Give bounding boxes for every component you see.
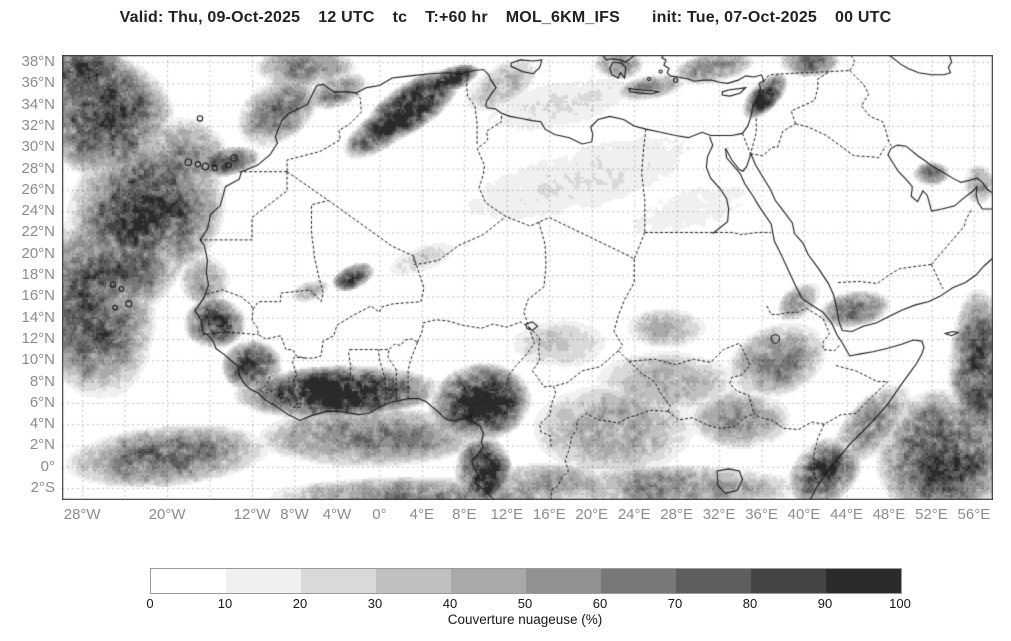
- colorbar-segment: [151, 569, 226, 593]
- cloud-cover-map-canvas: [62, 55, 993, 500]
- lon-tick-label: 36°E: [745, 506, 778, 523]
- lon-tick-label: 48°E: [872, 506, 906, 523]
- lat-tick-label: 24°N: [21, 202, 55, 220]
- colorbar-tick-label: 20: [292, 596, 308, 611]
- lon-tick-label: 52°E: [915, 506, 948, 523]
- colorbar-segment: [826, 569, 901, 593]
- title-segment: Valid: Thu, 09-Oct-2025: [119, 9, 301, 26]
- colorbar-segment: [526, 569, 601, 593]
- title-segment: 12 UTC: [318, 9, 375, 26]
- lat-tick-label: 12°N: [21, 329, 55, 347]
- lat-tick-label: 6°N: [29, 393, 55, 411]
- lon-tick-label: 28°E: [660, 506, 693, 523]
- lat-tick-label: 30°N: [21, 138, 55, 156]
- colorbar-tick-label: 90: [817, 596, 833, 611]
- lon-tick-label: 12°W: [233, 506, 271, 523]
- lat-tick-label: 14°N: [21, 308, 55, 326]
- lat-tick-label: 22°N: [21, 223, 55, 241]
- lat-tick-label: 16°N: [21, 287, 55, 305]
- map-plot-area: [62, 55, 993, 500]
- lon-tick-label: 16°E: [532, 506, 566, 523]
- colorbar-segment: [751, 569, 826, 593]
- lat-tick-label: 18°N: [21, 266, 55, 284]
- title-segment: 00 UTC: [835, 9, 892, 26]
- colorbar-caption: Couverture nuageuse (%): [447, 612, 603, 627]
- colorbar: [150, 568, 902, 594]
- colorbar-tick-label: 40: [442, 596, 458, 611]
- lon-tick-label: 12°E: [490, 506, 524, 523]
- colorbar-tick-label: 10: [217, 596, 233, 611]
- lon-tick-label: 56°E: [957, 506, 991, 523]
- colorbar-segment: [601, 569, 676, 593]
- colorbar-tick-label: 50: [517, 596, 533, 611]
- title-segment: T:+60 hr: [425, 9, 488, 26]
- colorbar-segment: [451, 569, 526, 593]
- colorbar-tick-label: 60: [592, 596, 608, 611]
- title-segment: init: Tue, 07-Oct-2025: [651, 9, 818, 26]
- title-segment: MOL_6KM_IFS: [505, 9, 620, 26]
- lat-tick-label: 10°N: [21, 351, 55, 369]
- lat-tick-label: 32°N: [21, 116, 55, 134]
- colorbar-tick-label: 70: [667, 596, 683, 611]
- colorbar-tick-label: 0: [146, 596, 154, 611]
- lat-tick-label: 0°: [40, 457, 55, 475]
- lon-tick-label: 28°W: [63, 506, 101, 523]
- lon-tick-label: 44°E: [830, 506, 863, 523]
- lat-tick-label: 26°N: [21, 180, 55, 198]
- colorbar-tick-label: 30: [367, 596, 383, 611]
- colorbar-segment: [226, 569, 301, 593]
- title-segment: tc: [392, 9, 408, 26]
- lon-tick-label: 8°W: [280, 506, 309, 523]
- lon-tick-label: 0°: [372, 506, 387, 523]
- lon-tick-label: 24°E: [617, 506, 651, 523]
- lon-tick-label: 40°E: [787, 506, 821, 523]
- lat-tick-label: 38°N: [21, 53, 55, 71]
- lon-tick-label: 20°E: [575, 506, 609, 523]
- lon-tick-label: 20°W: [148, 506, 186, 523]
- lon-tick-label: 32°E: [702, 506, 736, 523]
- lat-tick-label: 4°N: [29, 415, 55, 433]
- lon-tick-label: 8°E: [452, 506, 477, 523]
- lat-tick-label: 34°N: [21, 95, 55, 113]
- lat-tick-label: 2°N: [29, 436, 55, 454]
- colorbar-tick-label: 80: [742, 596, 758, 611]
- colorbar-segment: [301, 569, 376, 593]
- colorbar-segment: [376, 569, 451, 593]
- lon-tick-label: 4°W: [322, 506, 352, 523]
- lon-tick-label: 4°E: [409, 506, 435, 523]
- lat-tick-label: 20°N: [21, 244, 55, 262]
- lat-tick-label: 28°N: [21, 159, 55, 177]
- lat-tick-label: 8°N: [29, 372, 55, 390]
- lat-tick-label: 2°S: [30, 479, 55, 497]
- colorbar-tick-label: 100: [889, 596, 911, 611]
- lat-tick-label: 36°N: [21, 74, 55, 92]
- page-title: Valid: Thu, 09-Oct-2025 12 UTC tc T:+60 hr M…: [0, 9, 1011, 27]
- colorbar-segment: [676, 569, 751, 593]
